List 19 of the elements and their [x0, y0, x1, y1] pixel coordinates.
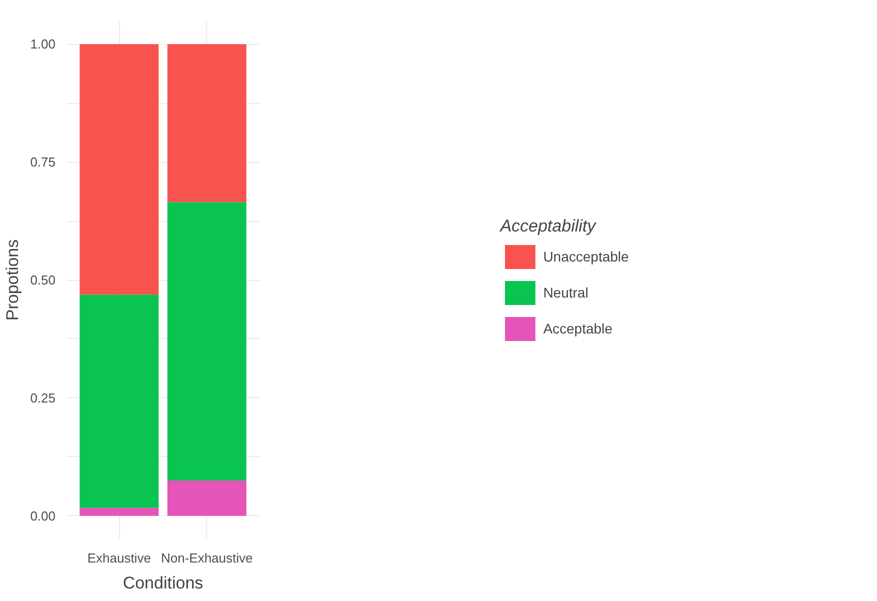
x-tick-label: Non-Exhaustive	[160, 550, 253, 566]
legend-label: Acceptable	[543, 320, 612, 336]
y-tick-label: 0.75	[30, 154, 56, 170]
bar	[167, 480, 246, 516]
bar	[167, 44, 246, 202]
y-tick-label: 0.25	[30, 390, 56, 406]
legend-label: Unacceptable	[543, 248, 629, 264]
bar	[80, 294, 159, 508]
y-axis-title: Propotions	[3, 239, 22, 321]
y-tick-label: 0.50	[30, 272, 56, 288]
y-tick-label: 1.00	[30, 36, 56, 52]
x-axis-title: Conditions	[122, 574, 204, 592]
y-tick-label: 0.00	[30, 508, 56, 524]
bar	[167, 202, 246, 481]
bar	[80, 44, 159, 295]
legend-title: Acceptability	[500, 216, 598, 236]
x-tick-label: Exhaustive	[87, 550, 151, 566]
bar	[80, 508, 159, 516]
legend-label: Neutral	[543, 284, 588, 300]
